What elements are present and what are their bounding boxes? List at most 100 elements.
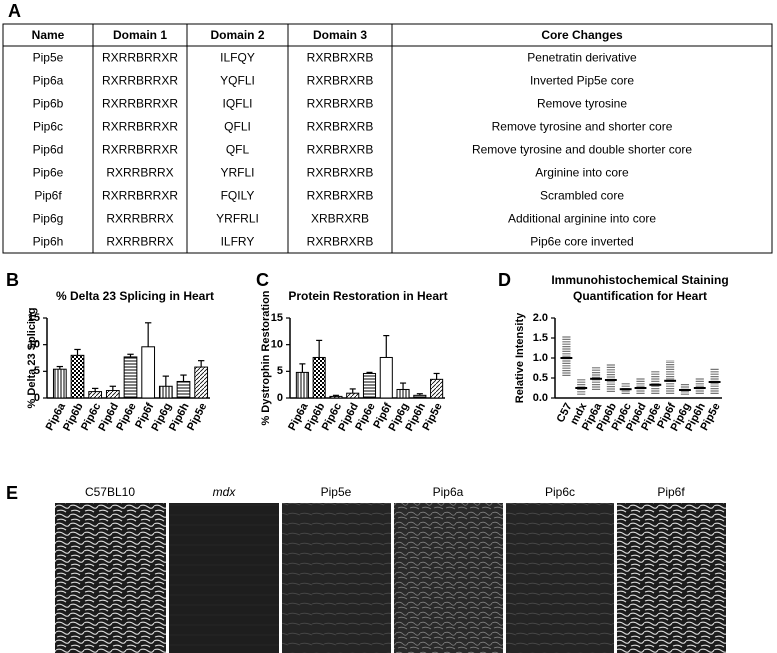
bar — [430, 378, 444, 399]
table-cell: Pip6d — [33, 143, 64, 157]
table-cell: YRFRLI — [216, 212, 259, 226]
panel-letter: D — [498, 270, 511, 290]
table-cell: Pip6e — [33, 166, 64, 180]
table-cell: RXRRBRRX — [106, 166, 173, 180]
micrograph — [169, 503, 279, 653]
table-header: Domain 3 — [313, 28, 367, 42]
table-cell: QFLI — [224, 120, 251, 134]
table-cell: Pip6h — [33, 235, 64, 249]
table-cell: RXRBRXRB — [307, 189, 374, 203]
table-cell: Penetratin derivative — [527, 51, 637, 65]
image-label: Pip6f — [657, 485, 685, 499]
table-cell: RXRBRXRB — [307, 120, 374, 134]
y-axis-label: % Dystrophin Restoration — [260, 290, 272, 425]
table-cell: RXRRBRRXR — [102, 97, 178, 111]
chart-title: Immunohistochemical Staining Quantificati… — [551, 273, 728, 303]
table-cell: Additional arginine into core — [508, 212, 656, 226]
y-tick-label: 10 — [28, 339, 40, 351]
chart-title: % Delta 23 Splicing in Heart — [56, 289, 214, 303]
y-tick-label: 15 — [271, 312, 283, 324]
image-label: Pip6a — [433, 485, 464, 499]
table-cell: Pip6c — [33, 120, 63, 134]
bar — [176, 380, 191, 399]
table-cell: Pip5e — [33, 51, 64, 65]
micrographs: C57BL10 mdx Pip5e Pip6a Pip6c Pip6f — [55, 485, 726, 653]
y-tick-label: 5 — [277, 365, 283, 377]
y-tick-label: 0.5 — [533, 372, 548, 384]
table-cell: ILFRY — [221, 235, 255, 249]
bar — [88, 391, 103, 399]
image-label: Pip5e — [321, 485, 352, 499]
table-cell: RXRBRXRB — [307, 143, 374, 157]
panel-letter: B — [6, 270, 19, 290]
bar — [329, 395, 343, 399]
bar — [158, 385, 173, 399]
micrograph — [506, 503, 614, 653]
y-tick-label: 0.0 — [533, 392, 548, 404]
image-label: C57BL10 — [85, 485, 135, 499]
table-cell: Remove tyrosine and double shorter core — [472, 143, 692, 157]
table-cell: RXRRBRRXR — [102, 74, 178, 88]
bar — [105, 390, 120, 399]
y-axis-label: Relative Intensity — [514, 312, 526, 403]
y-tick-label: 0 — [277, 392, 283, 404]
bar — [295, 371, 309, 399]
table-cell: Pip6e core inverted — [530, 235, 633, 249]
table-cell: ILFQY — [220, 51, 255, 65]
bar — [396, 388, 410, 399]
table-cell: RXRRBRRXR — [102, 51, 178, 65]
bar — [194, 366, 209, 399]
image-label: mdx — [213, 485, 237, 499]
panel-letter: C — [256, 270, 269, 290]
table-cell: Pip6f — [34, 189, 62, 203]
table-cell: RXRRBRRX — [106, 235, 173, 249]
bar — [312, 356, 326, 399]
bar — [413, 394, 427, 399]
table-cell: RXRBRXRB — [307, 235, 374, 249]
table-header: Domain 1 — [113, 28, 167, 42]
table-cell: QFL — [226, 143, 250, 157]
micrograph — [394, 503, 503, 653]
panel-letter: E — [6, 483, 18, 503]
table-header: Domain 2 — [210, 28, 264, 42]
table-cell: Remove tyrosine — [537, 97, 627, 111]
table-cell: RXRBRXRB — [307, 166, 374, 180]
y-tick-label: 1.0 — [533, 352, 548, 364]
table-cell: RXRBRXRB — [307, 97, 374, 111]
bar — [379, 356, 393, 399]
table-cell: RXRRBRRXR — [102, 120, 178, 134]
table-cell: FQILY — [221, 189, 255, 203]
table-header: Core Changes — [541, 28, 623, 42]
micrograph — [282, 503, 391, 653]
image-label: Pip6c — [545, 485, 575, 499]
y-tick-label: 15 — [28, 312, 40, 324]
table-cell: YRFLI — [220, 166, 254, 180]
bar — [362, 372, 377, 399]
chart-title: Protein Restoration in Heart — [288, 289, 447, 303]
table-cell: RXRBRXRB — [307, 74, 374, 88]
bar — [141, 346, 156, 399]
table-border — [2, 23, 773, 254]
table-cell: RXRRBRRXR — [102, 143, 178, 157]
table-cell: XRBRXRB — [311, 212, 369, 226]
table-cell: Arginine into core — [535, 166, 629, 180]
table-cell: RXRRBRRX — [106, 212, 173, 226]
table-cell: Inverted Pip5e core — [530, 74, 634, 88]
y-tick-label: 10 — [271, 339, 283, 351]
table-cell: Remove tyrosine and shorter core — [492, 120, 673, 134]
bar — [346, 392, 360, 399]
panel-letter: A — [8, 1, 21, 21]
table-cell: Pip6a — [33, 74, 64, 88]
y-tick-label: 1.5 — [533, 332, 548, 344]
y-axis-label: % Delta 23 Splicing — [26, 308, 38, 409]
bar — [52, 368, 67, 399]
bar — [123, 356, 138, 399]
y-tick-label: 5 — [34, 365, 40, 377]
table-cell: RXRBRXRB — [307, 51, 374, 65]
table-cell: RXRRBRRXR — [102, 189, 178, 203]
micrograph — [617, 503, 726, 653]
table-cell: IQFLI — [222, 97, 252, 111]
y-tick-label: 0 — [34, 392, 40, 404]
table-cell: Scrambled core — [540, 189, 624, 203]
